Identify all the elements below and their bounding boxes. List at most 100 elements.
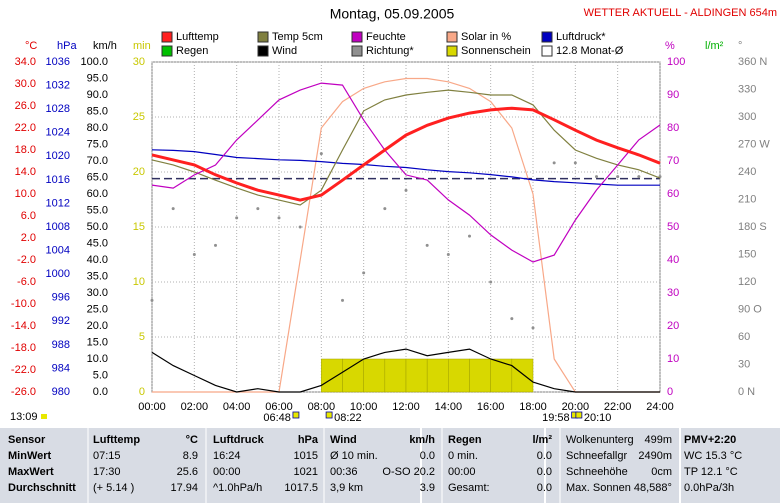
y-tick-label: 1016 (46, 174, 70, 186)
table-cell: MinWert (8, 450, 52, 462)
axis-title: l/m² (705, 40, 724, 52)
series-line (151, 348, 660, 393)
y-tick-label: 120 (738, 276, 756, 288)
table-cell: 499m (644, 434, 672, 446)
axis-title: °C (25, 40, 37, 52)
legend-label: Feuchte (366, 31, 406, 43)
y-tick-label: 55.0 (87, 204, 108, 216)
y-tick-label: 90 (667, 89, 679, 101)
table-cell: 0cm (651, 466, 672, 478)
table-cell: 16:24 (213, 450, 241, 462)
direction-dot (468, 234, 471, 238)
table-cell: l/m² (532, 434, 552, 446)
legend-swatch (161, 31, 173, 43)
series-line (151, 149, 660, 186)
y-tick-label: 15 (133, 221, 145, 233)
sunshine-bar (384, 358, 407, 393)
legend-swatch (446, 45, 458, 57)
table-cell: 0.0 (537, 482, 552, 494)
y-tick-label: 1004 (46, 244, 70, 256)
y-tick-label: -2.0 (17, 254, 36, 266)
y-tick-label: 90.0 (87, 89, 108, 101)
y-tick-label: 330 (738, 83, 756, 95)
table-cell: MaxWert (8, 466, 54, 478)
sun-marker (575, 411, 583, 419)
x-tick-label: 18:00 (519, 401, 547, 413)
direction-dot (404, 188, 408, 192)
y-tick-label: 360 N (738, 56, 767, 68)
x-tick-label: 24:00 (646, 401, 674, 413)
y-tick-label: 70 (667, 155, 679, 167)
y-tick-label: 30 (667, 287, 679, 299)
y-tick-label: 5 (139, 331, 145, 343)
y-tick-label: 1020 (46, 150, 70, 162)
table-cell: Max. Sonnen 48,588° (566, 482, 672, 494)
y-tick-label: 10 (667, 353, 679, 365)
x-tick-label: 20:00 (562, 401, 590, 413)
sunshine-bar (321, 358, 343, 393)
direction-dot (552, 161, 556, 165)
table-cell: 17:30 (93, 466, 121, 478)
table-cell: 3,9 km (330, 482, 363, 494)
legend-label: Regen (176, 45, 208, 57)
table-cell: Durchschnitt (8, 482, 76, 494)
y-tick-label: 30 (133, 56, 145, 68)
y-tick-label: 20 (667, 320, 679, 332)
y-tick-label: 1012 (46, 197, 70, 209)
y-tick-label: 30.0 (15, 78, 36, 90)
x-tick-label: 14:00 (435, 401, 463, 413)
sunshine-bar (490, 358, 513, 393)
legend-swatch (257, 45, 269, 57)
table-cell: °C (186, 434, 198, 446)
series-line (151, 106, 661, 202)
y-tick-label: 60.0 (87, 188, 108, 200)
y-tick-label: 270 W (738, 138, 770, 150)
y-tick-label: 0 (139, 386, 145, 398)
y-tick-label: 0.0 (93, 386, 108, 398)
sun-time: 19:58 (542, 412, 570, 424)
y-tick-label: 210 (738, 193, 756, 205)
direction-dot (256, 207, 260, 211)
table-cell: 1015 (294, 450, 318, 462)
series-line (151, 89, 661, 206)
legend-swatch (541, 45, 553, 57)
y-tick-label: 10.0 (15, 188, 36, 200)
y-tick-label: 50 (667, 221, 679, 233)
y-tick-label: 0 (667, 386, 673, 398)
table-cell: Schneehöhe (566, 466, 628, 478)
y-tick-label: 992 (52, 315, 70, 327)
table-cell: 0.0 (420, 450, 435, 462)
table-cell: Regen (448, 434, 482, 446)
y-tick-label: 100 (667, 56, 685, 68)
y-tick-label: 10 (133, 276, 145, 288)
y-tick-label: 1024 (46, 127, 70, 139)
y-tick-label: 75.0 (87, 138, 108, 150)
direction-dot (214, 243, 217, 247)
y-tick-label: 30 (738, 358, 750, 370)
sun-marker (325, 411, 333, 419)
table-cell: 1017.5 (284, 482, 318, 494)
y-tick-label: 10.0 (87, 353, 108, 365)
x-tick-label: 16:00 (477, 401, 505, 413)
y-tick-label: 18.0 (15, 144, 36, 156)
y-tick-label: 80 (667, 122, 679, 134)
table-cell: Wolkenunterg (566, 434, 634, 446)
table-cell: PMV+2:20 (684, 434, 736, 446)
current-time-marker (41, 414, 47, 419)
y-tick-label: 40 (667, 254, 679, 266)
y-tick-label: 45.0 (87, 237, 108, 249)
legend-swatch (351, 45, 363, 57)
sunshine-bar (448, 358, 470, 393)
table-cell: TP 12.1 °C (684, 466, 738, 478)
legend-label: Temp 5cm (272, 31, 323, 43)
y-tick-label: 1036 (46, 56, 70, 68)
legend-swatch (446, 31, 458, 43)
direction-dot (319, 152, 323, 156)
axis-title: hPa (57, 40, 77, 52)
y-tick-label: 60 (738, 331, 750, 343)
y-tick-label: 34.0 (15, 56, 36, 68)
sunshine-bar (426, 358, 449, 393)
direction-dot (510, 317, 514, 321)
legend-label: Sonnenschein (461, 45, 531, 57)
y-tick-label: 0 N (738, 386, 755, 398)
